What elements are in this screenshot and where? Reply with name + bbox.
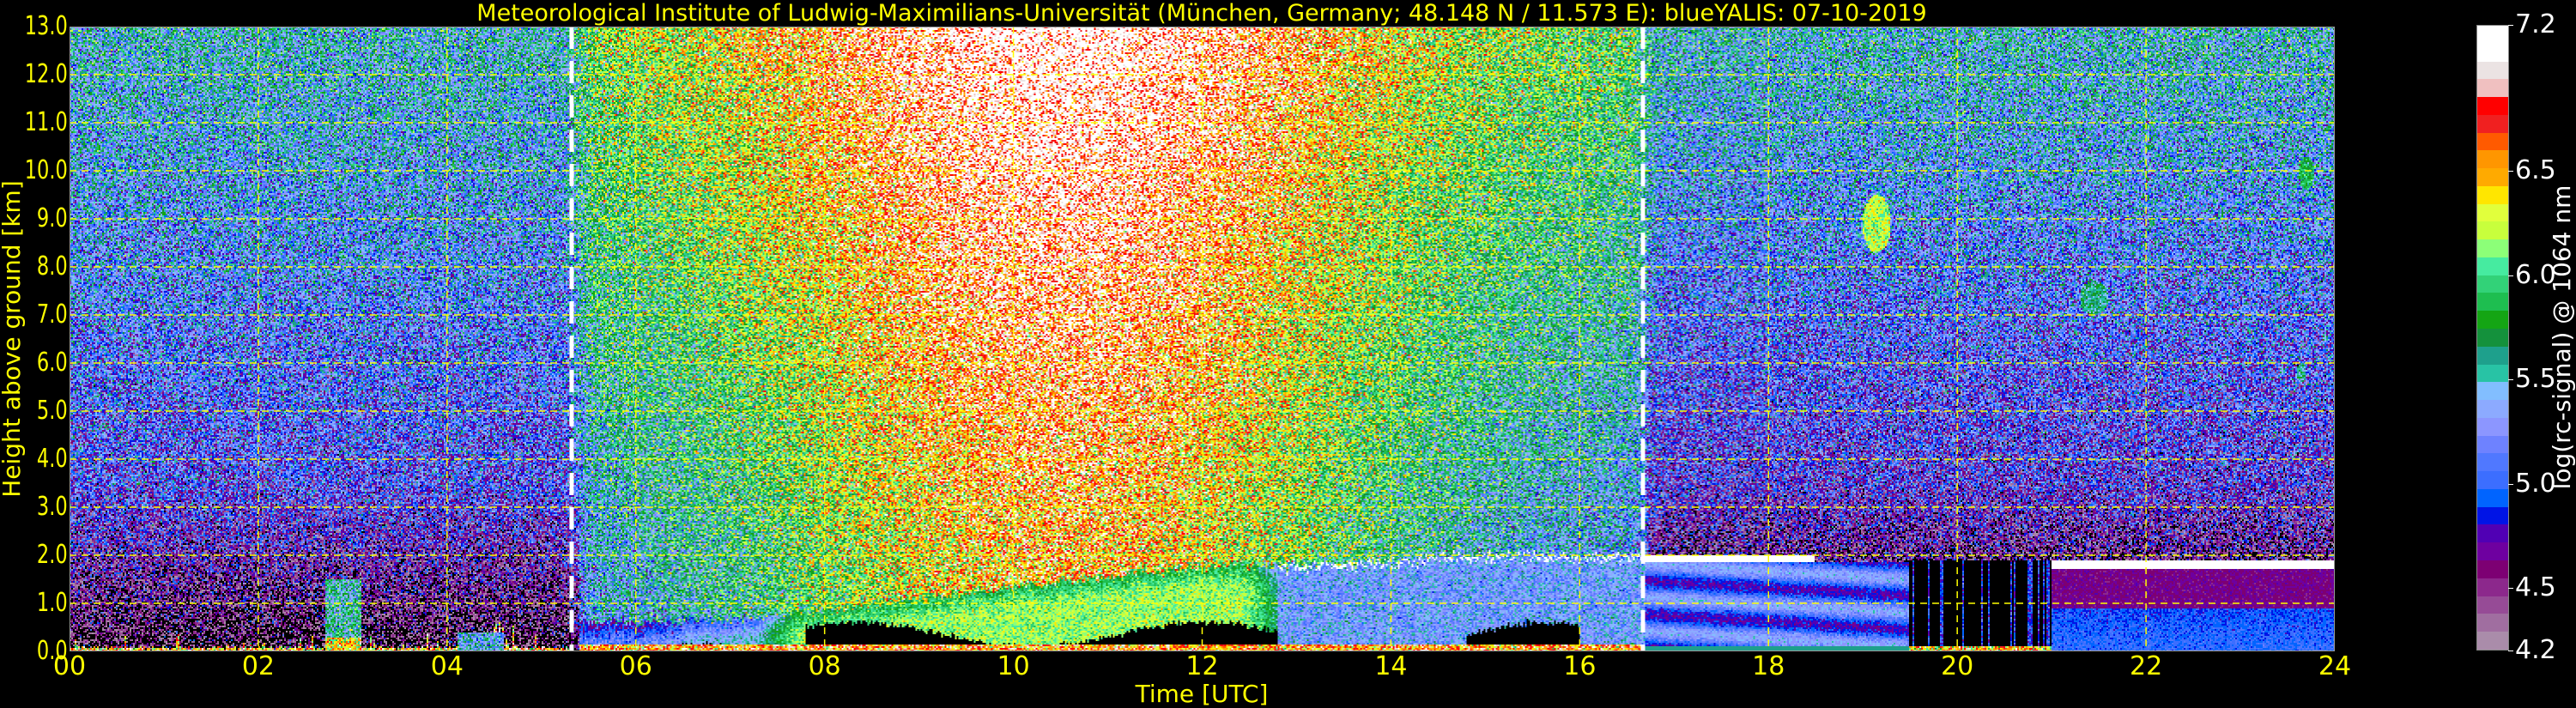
y-tick-label: 12.0: [24, 59, 68, 89]
colorbar-swatch: [2477, 346, 2508, 365]
y-tick-label: 10.0: [24, 155, 68, 185]
colorbar-tick-mark: [2508, 25, 2513, 26]
colorbar-swatch: [2477, 221, 2508, 240]
colorbar-tick-label: 5.0: [2515, 468, 2556, 499]
colorbar-tick-mark: [2508, 588, 2513, 590]
colorbar-tick-mark: [2508, 275, 2513, 276]
colorbar-swatch: [2477, 97, 2508, 115]
colorbar-swatch: [2477, 293, 2508, 312]
y-tick-label: 6.0: [37, 348, 68, 378]
x-tick-label: 02: [241, 651, 275, 681]
colorbar-tick-label: 6.0: [2515, 259, 2556, 290]
colorbar-swatch: [2477, 203, 2508, 222]
plot-area: [70, 27, 2335, 651]
colorbar-swatch: [2477, 26, 2508, 44]
plot-frame: [70, 27, 2335, 651]
colorbar-swatch: [2477, 311, 2508, 330]
colorbar-swatch: [2477, 632, 2508, 650]
colorbar-swatch: [2477, 329, 2508, 347]
y-tick-label: 8.0: [37, 251, 68, 281]
colorbar-swatch: [2477, 185, 2508, 204]
colorbar-swatch: [2477, 61, 2508, 80]
chart-title: Meteorological Institute of Ludwig-Maxim…: [476, 0, 1927, 27]
colorbar-swatch: [2477, 275, 2508, 293]
colorbar-label: log(rc-signal) @ 1064 nm: [2548, 185, 2576, 490]
colorbar-swatch: [2477, 542, 2508, 560]
colorbar-swatch: [2477, 364, 2508, 383]
colorbar-tick-mark: [2508, 379, 2513, 381]
y-tick-label: 3.0: [37, 492, 68, 522]
x-tick-label: 18: [1752, 651, 1785, 681]
colorbar-swatch: [2477, 614, 2508, 632]
x-tick-label: 06: [619, 651, 652, 681]
x-tick-label: 08: [808, 651, 841, 681]
colorbar: [2476, 25, 2509, 651]
colorbar-swatch: [2477, 114, 2508, 133]
x-tick-label: 00: [52, 651, 87, 681]
y-tick-label: 13.0: [24, 11, 68, 41]
colorbar-tick-label: 4.5: [2515, 572, 2556, 603]
y-tick-label: 1.0: [37, 588, 68, 618]
y-tick-label: 9.0: [37, 203, 68, 233]
colorbar-swatch: [2477, 453, 2508, 472]
colorbar-swatch: [2477, 417, 2508, 436]
colorbar-swatch: [2477, 400, 2508, 418]
grid-overlay: [70, 27, 2335, 651]
colorbar-swatch: [2477, 524, 2508, 543]
y-tick-label: 2.0: [37, 540, 68, 570]
colorbar-swatch: [2477, 168, 2508, 186]
colorbar-swatch: [2477, 435, 2508, 454]
colorbar-swatch: [2477, 43, 2508, 62]
x-tick-label: 14: [1374, 651, 1408, 681]
colorbar-swatch: [2477, 506, 2508, 525]
colorbar-swatch: [2477, 488, 2508, 507]
y-tick-label: 5.0: [37, 396, 68, 426]
y-tick-label: 7.0: [37, 300, 68, 330]
colorbar-swatch: [2477, 560, 2508, 578]
colorbar-swatch: [2477, 150, 2508, 169]
x-axis-label: Time [UTC]: [1135, 680, 1269, 708]
colorbar-swatch: [2477, 239, 2508, 257]
y-axis-label: Height above ground [km]: [0, 180, 26, 498]
x-tick-label: 12: [1185, 651, 1219, 681]
colorbar-tick-label: 4.2: [2515, 635, 2556, 665]
colorbar-tick-label: 7.2: [2515, 9, 2556, 39]
colorbar-swatch: [2477, 578, 2508, 596]
colorbar-swatch: [2477, 132, 2508, 151]
x-tick-label: 22: [2129, 651, 2163, 681]
colorbar-swatch: [2477, 79, 2508, 98]
colorbar-swatch: [2477, 257, 2508, 275]
colorbar-tick-mark: [2508, 171, 2513, 172]
y-tick-label: 11.0: [24, 107, 68, 137]
colorbar-swatch: [2477, 596, 2508, 614]
colorbar-tick-label: 6.5: [2515, 155, 2556, 186]
x-tick-label: 24: [2318, 651, 2352, 681]
colorbar-tick-label: 5.5: [2515, 364, 2556, 395]
y-tick-label: 0.0: [37, 636, 68, 666]
x-tick-label: 04: [430, 651, 464, 681]
x-tick-label: 20: [1941, 651, 1974, 681]
y-tick-label: 4.0: [37, 444, 68, 474]
colorbar-swatch: [2477, 471, 2508, 489]
colorbar-swatch: [2477, 382, 2508, 401]
colorbar-tick-mark: [2508, 483, 2513, 485]
x-tick-label: 10: [997, 651, 1030, 681]
x-tick-label: 16: [1563, 651, 1597, 681]
